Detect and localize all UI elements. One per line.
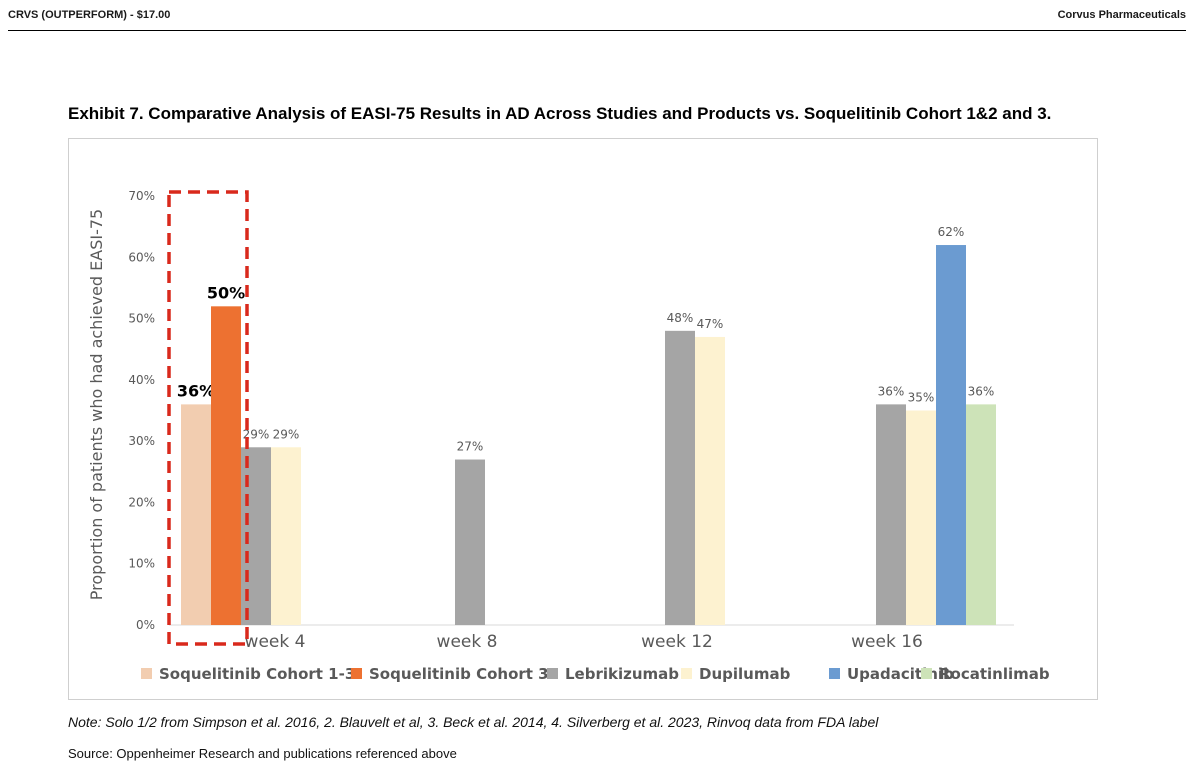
bar-week4-soquelitinib-cohort-1-3: [181, 404, 211, 625]
bar-week16-lebrikizumab: [876, 404, 906, 625]
data-label: 36%: [878, 384, 905, 398]
legend-label: Rocatinlimab: [939, 665, 1050, 683]
legend-swatch: [141, 668, 152, 679]
x-tick-label: week 8: [437, 632, 498, 652]
legend-swatch: [547, 668, 558, 679]
data-label: 27%: [457, 440, 484, 454]
legend-swatch: [829, 668, 840, 679]
bar-week12-dupilumab: [695, 336, 725, 625]
x-tick-label: week 12: [641, 632, 713, 652]
data-label: 36%: [968, 384, 995, 398]
data-label: 35%: [908, 391, 935, 405]
data-label: 36%: [177, 381, 215, 400]
chart-frame: Proportion of patients who had achieved …: [68, 138, 1098, 700]
legend-swatch: [681, 668, 692, 679]
legend-label: Soquelitinib Cohort 3: [369, 665, 549, 683]
ticker-rating: CRVS (OUTPERFORM) - $17.00: [8, 9, 171, 21]
y-tick-label: 50%: [128, 312, 155, 326]
data-label: 29%: [273, 427, 300, 441]
y-tick-label: 30%: [128, 434, 155, 448]
source-line: Source: Oppenheimer Research and publica…: [68, 746, 457, 761]
y-tick-label: 0%: [136, 618, 155, 632]
x-tick-label: week 4: [245, 632, 306, 652]
y-tick-label: 70%: [128, 189, 155, 203]
bar-week16-rocatinlimab: [966, 404, 996, 625]
y-tick-label: 10%: [128, 557, 155, 571]
bar-week8-lebrikizumab: [455, 459, 485, 625]
bar-week12-lebrikizumab: [665, 330, 695, 625]
legend-swatch: [351, 668, 362, 679]
highlight-box: [167, 190, 249, 646]
y-tick-label: 60%: [128, 250, 155, 264]
bar-week4-soquelitinib-cohort-3: [211, 306, 241, 625]
data-label: 50%: [207, 283, 245, 302]
legend-label: Lebrikizumab: [565, 665, 679, 683]
y-axis-label: Proportion of patients who had achieved …: [87, 209, 106, 600]
exhibit-title: Exhibit 7. Comparative Analysis of EASI-…: [68, 104, 1052, 123]
data-label: 29%: [243, 427, 270, 441]
bar-week4-dupilumab: [271, 447, 301, 625]
footnote: Note: Solo 1/2 from Simpson et al. 2016,…: [68, 714, 879, 730]
easi75-bar-chart: Proportion of patients who had achieved …: [87, 189, 1050, 683]
data-label: 47%: [697, 317, 724, 331]
legend-label: Dupilumab: [699, 665, 791, 683]
y-tick-label: 20%: [128, 495, 155, 509]
legend-label: Upadacitinib: [847, 665, 954, 683]
legend-label: Soquelitinib Cohort 1-3: [159, 665, 355, 683]
y-tick-label: 40%: [128, 373, 155, 387]
data-label: 48%: [667, 311, 694, 325]
page-header: CRVS (OUTPERFORM) - $17.00 Corvus Pharma…: [8, 8, 1186, 31]
legend-swatch: [921, 668, 932, 679]
company-name: Corvus Pharmaceuticals: [1057, 9, 1186, 21]
bar-week16-upadacitinib: [936, 245, 966, 625]
data-label: 62%: [938, 225, 965, 239]
bar-week16-dupilumab: [906, 410, 936, 625]
x-tick-label: week 16: [851, 632, 923, 652]
